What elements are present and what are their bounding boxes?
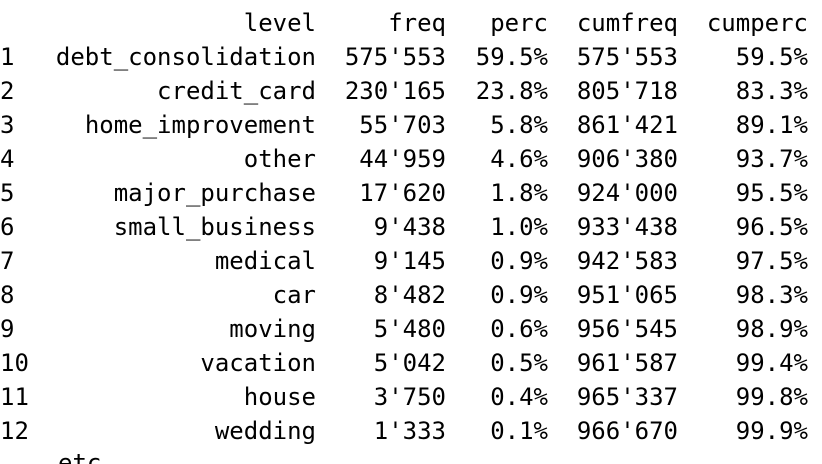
cell-cumperc: 99.9% <box>735 417 808 445</box>
cell-perc: 0.9% <box>490 281 548 309</box>
row-index: 2 <box>0 77 15 105</box>
table-row: 4 other 44'959 4.6% 906'380 93.7% <box>0 142 822 176</box>
row-index: 8 <box>0 281 15 309</box>
cell-level: major_purchase <box>113 179 316 207</box>
cell-perc: 59.5% <box>475 43 548 71</box>
cell-cumfreq: 956'545 <box>576 315 678 343</box>
cell-level: car <box>272 281 316 309</box>
cell-cumperc: 59.5% <box>735 43 808 71</box>
cell-cumfreq: 575'553 <box>576 43 678 71</box>
cell-freq: 9'438 <box>373 213 446 241</box>
cell-cumperc: 96.5% <box>735 213 808 241</box>
cell-freq: 55'703 <box>359 111 446 139</box>
table-row: 9 moving 5'480 0.6% 956'545 98.9% <box>0 312 822 346</box>
cell-freq: 9'145 <box>373 247 446 275</box>
row-index: 4 <box>0 145 15 173</box>
cell-cumfreq: 933'438 <box>576 213 678 241</box>
cell-perc: 1.8% <box>490 179 548 207</box>
cell-cumfreq: 961'587 <box>576 349 678 377</box>
cell-level: home_improvement <box>84 111 316 139</box>
cell-cumperc: 89.1% <box>735 111 808 139</box>
truncation-footer: etc. <box>58 449 116 464</box>
table-row: 10 vacation 5'042 0.5% 961'587 99.4% <box>0 346 822 380</box>
cell-level: vacation <box>200 349 316 377</box>
cell-perc: 0.1% <box>490 417 548 445</box>
row-index: 11 <box>0 383 29 411</box>
header-freq: freq <box>388 9 446 37</box>
cell-level: medical <box>214 247 316 275</box>
cell-perc: 5.8% <box>490 111 548 139</box>
table-row: 8 car 8'482 0.9% 951'065 98.3% <box>0 278 822 312</box>
row-index: 1 <box>0 43 15 71</box>
table-row: 7 medical 9'145 0.9% 942'583 97.5% <box>0 244 822 278</box>
table-row: 6 small_business 9'438 1.0% 933'438 96.5… <box>0 210 822 244</box>
row-index: 5 <box>0 179 15 207</box>
cell-level: moving <box>229 315 316 343</box>
cell-cumperc: 83.3% <box>735 77 808 105</box>
row-index: 3 <box>0 111 15 139</box>
cell-cumperc: 97.5% <box>735 247 808 275</box>
header-perc: perc <box>490 9 548 37</box>
cell-cumperc: 98.9% <box>735 315 808 343</box>
cell-cumfreq: 861'421 <box>576 111 678 139</box>
cell-perc: 0.5% <box>490 349 548 377</box>
cell-perc: 0.6% <box>490 315 548 343</box>
header-level: level <box>243 9 316 37</box>
cell-cumfreq: 966'670 <box>576 417 678 445</box>
cell-cumfreq: 942'583 <box>576 247 678 275</box>
cell-level: other <box>243 145 316 173</box>
cell-cumperc: 95.5% <box>735 179 808 207</box>
table-row: 5 major_purchase 17'620 1.8% 924'000 95.… <box>0 176 822 210</box>
cell-perc: 0.9% <box>490 247 548 275</box>
cell-cumperc: 99.8% <box>735 383 808 411</box>
cell-freq: 5'480 <box>373 315 446 343</box>
cell-perc: 23.8% <box>475 77 548 105</box>
cell-freq: 3'750 <box>373 383 446 411</box>
cell-perc: 1.0% <box>490 213 548 241</box>
header-cumperc: cumperc <box>706 9 808 37</box>
cell-cumfreq: 924'000 <box>576 179 678 207</box>
cell-cumfreq: 951'065 <box>576 281 678 309</box>
cell-freq: 5'042 <box>373 349 446 377</box>
row-index: 12 <box>0 417 29 445</box>
cell-freq: 17'620 <box>359 179 446 207</box>
cell-perc: 0.4% <box>490 383 548 411</box>
cell-freq: 8'482 <box>373 281 446 309</box>
row-index: 7 <box>0 247 15 275</box>
cell-level: wedding <box>214 417 316 445</box>
cell-level: debt_consolidation <box>55 43 316 71</box>
table-row: 3 home_improvement 55'703 5.8% 861'421 8… <box>0 108 822 142</box>
cell-level: house <box>243 383 316 411</box>
table-row: 11 house 3'750 0.4% 965'337 99.8% <box>0 380 822 414</box>
header-cumfreq: cumfreq <box>576 9 678 37</box>
cell-cumperc: 99.4% <box>735 349 808 377</box>
row-index: 9 <box>0 315 15 343</box>
cell-level: small_business <box>113 213 316 241</box>
cell-cumfreq: 906'380 <box>576 145 678 173</box>
cell-perc: 4.6% <box>490 145 548 173</box>
table-row: 1 debt_consolidation 575'553 59.5% 575'5… <box>0 40 822 74</box>
table-row: 12 wedding 1'333 0.1% 966'670 99.9% <box>0 414 822 448</box>
cell-cumfreq: 965'337 <box>576 383 678 411</box>
cell-cumperc: 93.7% <box>735 145 808 173</box>
table-header-row: level freq perc cumfreq cumperc <box>0 6 822 40</box>
cell-freq: 44'959 <box>359 145 446 173</box>
cell-level: credit_card <box>157 77 316 105</box>
table-row: 2 credit_card 230'165 23.8% 805'718 83.3… <box>0 74 822 108</box>
cell-cumfreq: 805'718 <box>576 77 678 105</box>
cell-freq: 575'553 <box>344 43 446 71</box>
cell-freq: 1'333 <box>373 417 446 445</box>
row-index: 10 <box>0 349 29 377</box>
row-index: 6 <box>0 213 15 241</box>
cell-cumperc: 98.3% <box>735 281 808 309</box>
cell-freq: 230'165 <box>344 77 446 105</box>
